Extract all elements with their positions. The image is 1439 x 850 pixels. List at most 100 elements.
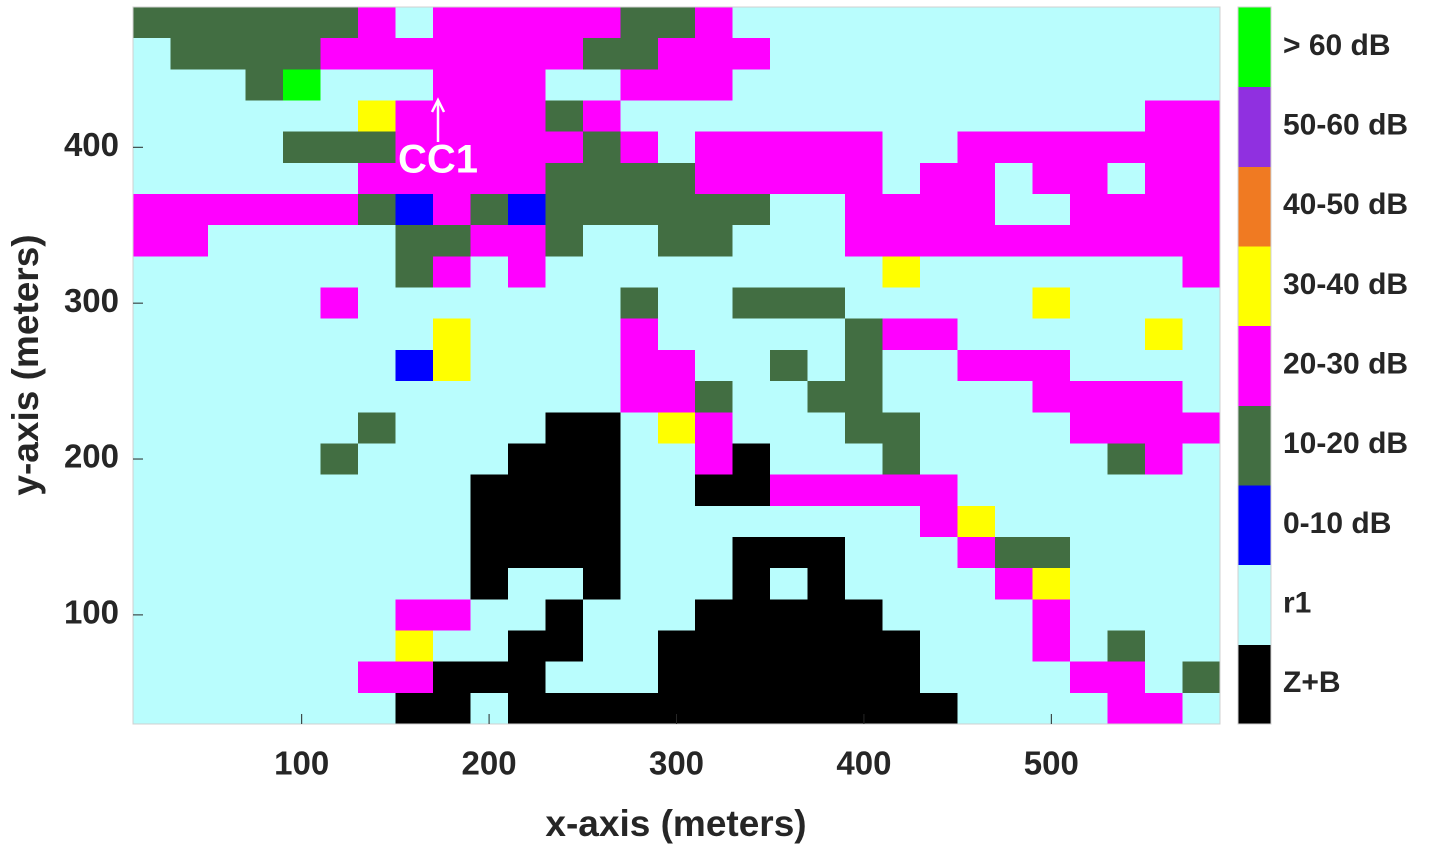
cell [920, 381, 959, 413]
cell [432, 162, 471, 195]
y-tick-label: 100 [64, 594, 119, 631]
cell [995, 412, 1034, 445]
cell [507, 443, 546, 476]
cell [995, 349, 1034, 382]
cell [245, 69, 284, 102]
cell [282, 194, 322, 226]
cell [1182, 443, 1221, 476]
cell [1145, 568, 1184, 600]
cell [245, 7, 284, 39]
cell [1107, 194, 1146, 226]
cell [507, 349, 546, 382]
cell [920, 349, 959, 382]
cell [882, 7, 921, 39]
cell [357, 568, 396, 600]
cell [845, 7, 884, 39]
cell [470, 194, 509, 226]
cell [1107, 131, 1146, 164]
cell [657, 7, 696, 39]
cell [770, 256, 809, 289]
cell [1182, 412, 1221, 445]
cell [133, 100, 172, 133]
cell [133, 381, 172, 413]
cell [320, 568, 359, 600]
cell [320, 349, 359, 382]
cell [695, 7, 734, 39]
cell [695, 162, 734, 195]
cell [395, 287, 434, 320]
cell [920, 100, 959, 133]
cell [133, 349, 172, 382]
cell [1145, 225, 1184, 257]
cell [395, 194, 434, 226]
cell [957, 100, 996, 133]
cell [770, 536, 809, 569]
cell [507, 287, 546, 320]
cell [320, 536, 359, 569]
cell [732, 225, 771, 257]
annotation-arrow [430, 97, 446, 142]
cell [1182, 505, 1221, 538]
cell [957, 474, 996, 507]
x-tick-label: 100 [274, 745, 329, 782]
cell [133, 412, 172, 445]
cell [957, 69, 996, 102]
cell [432, 599, 471, 632]
cell [320, 162, 359, 195]
cell [357, 162, 396, 195]
cell [545, 38, 584, 70]
cell [1070, 505, 1109, 538]
cell [732, 162, 771, 195]
cell [170, 692, 209, 725]
cell [920, 162, 959, 195]
cell [1070, 225, 1109, 257]
cell [282, 443, 322, 476]
cell [320, 100, 359, 133]
cell [770, 692, 809, 725]
cell [320, 599, 359, 632]
cell [695, 38, 734, 70]
cell [207, 69, 247, 102]
cell [695, 692, 734, 725]
cell [545, 661, 584, 694]
cell [1032, 318, 1071, 351]
cell [395, 568, 434, 600]
cell [207, 256, 247, 289]
colorbar-swatch [1238, 325, 1271, 406]
cell [582, 412, 621, 445]
cell [170, 100, 209, 133]
cell [1032, 131, 1071, 164]
cell [882, 568, 921, 600]
colorbar-label: > 60 dB [1283, 29, 1391, 62]
cell [1145, 692, 1184, 725]
cell [845, 381, 884, 413]
cell [1107, 474, 1146, 507]
cell [620, 630, 659, 663]
cell [620, 412, 659, 445]
cell [395, 661, 434, 694]
cell [620, 692, 659, 725]
cell [1032, 443, 1071, 476]
cell [395, 100, 434, 133]
cell [995, 630, 1034, 663]
cell [432, 536, 471, 569]
cell [545, 225, 584, 257]
x-axis-label: x-axis (meters) [545, 803, 806, 844]
cell [657, 256, 696, 289]
cell [432, 474, 471, 507]
cell [732, 256, 771, 289]
cell [695, 661, 734, 694]
cell [1182, 162, 1221, 195]
cell [320, 474, 359, 507]
cell [882, 256, 921, 289]
cell [282, 536, 322, 569]
cell [732, 474, 771, 507]
cell [207, 100, 247, 133]
cell [245, 599, 284, 632]
colorbar-swatch [1238, 246, 1271, 327]
cell [282, 661, 322, 694]
cell [1107, 287, 1146, 320]
cell [657, 474, 696, 507]
cell [320, 7, 359, 39]
cell [1032, 630, 1071, 663]
